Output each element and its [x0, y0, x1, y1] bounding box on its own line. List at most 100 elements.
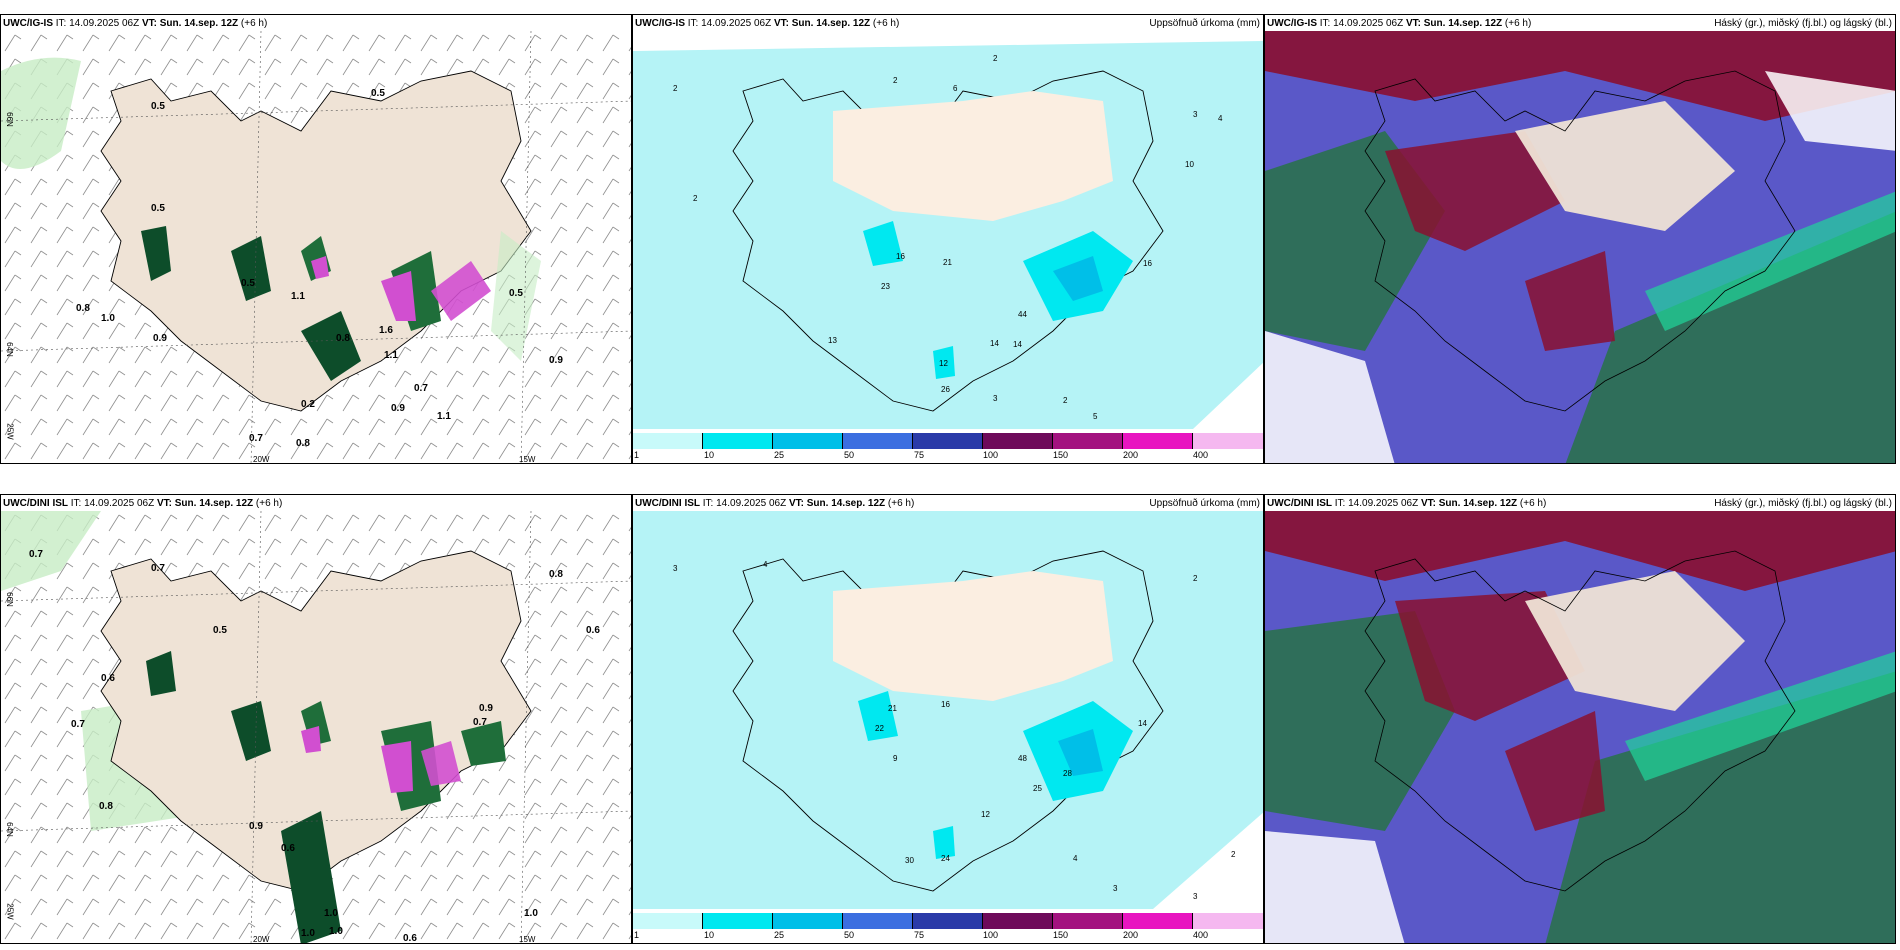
- precip-label: 2: [1231, 850, 1236, 859]
- colorbar-swatch: [1193, 913, 1263, 929]
- panel-title: Uppsöfnuð úrkoma (mm): [1149, 18, 1260, 29]
- precip-label: 14: [1138, 719, 1147, 728]
- panel-top-right-clouds: UWC/IG-IS IT: 14.09.2025 06Z VT: Sun. 14…: [1264, 14, 1896, 464]
- precip-label: 4: [1073, 854, 1078, 863]
- precip-label: 0.7: [71, 719, 85, 730]
- precip-label: 0.8: [99, 801, 113, 812]
- precip-label: 14: [1013, 340, 1022, 349]
- precip-label: 1.1: [384, 350, 398, 361]
- colorbar-swatch: [773, 433, 843, 449]
- precip-label: 44: [1018, 310, 1027, 319]
- colorbar-swatch: [633, 433, 703, 449]
- precip-label: 3: [1193, 892, 1198, 901]
- colorbar-tick: 100: [983, 930, 999, 940]
- accum-precip-map: 2 2 3 2 6 4 2 16 23 21 44 14 16 14 13 12…: [633, 31, 1263, 429]
- colorbar-swatch: [1053, 433, 1123, 449]
- precip-label: 0.9: [549, 355, 563, 366]
- precip-label: 16: [1143, 259, 1152, 268]
- colorbar-tick: 1: [634, 450, 640, 460]
- lon-label: 20W: [253, 935, 270, 944]
- panel-header: UWC/IG-IS IT: 14.09.2025 06Z VT: Sun. 14…: [1267, 18, 1532, 29]
- precip-label: 0.9: [479, 703, 493, 714]
- precip-label: 3: [993, 394, 998, 403]
- panel-top-mid-accum-precip: UWC/IG-IS IT: 14.09.2025 06Z VT: Sun. 14…: [632, 14, 1264, 464]
- colorbar-tick: 50: [844, 930, 855, 940]
- precip-label: 0.9: [153, 333, 167, 344]
- panel-bottom-left-precip-wind: UWC/DINI ISL IT: 14.09.2025 06Z VT: Sun.…: [0, 494, 632, 944]
- precip-label: 23: [881, 282, 890, 291]
- panel-bottom-right-clouds: UWC/DINI ISL IT: 14.09.2025 06Z VT: Sun.…: [1264, 494, 1896, 944]
- lat-label: 66N: [4, 112, 14, 127]
- precip-label: 0.7: [473, 717, 487, 728]
- accum-precip-map: 3 4 2 21 22 16 9 48 25 28 14 12 24 30 2 …: [633, 511, 1263, 909]
- precip-colorbar: [633, 433, 1263, 449]
- colorbar-tick: 400: [1193, 930, 1209, 940]
- precip-label: 0.8: [336, 333, 350, 344]
- colorbar-tick: 75: [914, 930, 925, 940]
- panel-header: UWC/DINI ISL IT: 14.09.2025 06Z VT: Sun.…: [3, 498, 283, 509]
- precip-label: 9: [893, 754, 898, 763]
- panel-bottom-mid-accum-precip: UWC/DINI ISL IT: 14.09.2025 06Z VT: Sun.…: [632, 494, 1264, 944]
- precip-label: 2: [673, 84, 678, 93]
- colorbar-labels: 1 10 25 50 75 100 150 200 400: [633, 930, 1263, 942]
- precip-label: 0.6: [101, 673, 115, 684]
- colorbar-tick: 150: [1053, 930, 1069, 940]
- panel-top-left-precip-wind: UWC/IG-IS IT: 14.09.2025 06Z VT: Sun. 14…: [0, 14, 632, 464]
- colorbar-tick: 10: [704, 450, 715, 460]
- colorbar-swatch: [703, 913, 773, 929]
- panel-header: UWC/IG-IS IT: 14.09.2025 06Z VT: Sun. 14…: [635, 18, 900, 29]
- precip-label: 2: [893, 76, 898, 85]
- precip-label: 0.7: [414, 383, 428, 394]
- colorbar-tick: 400: [1193, 450, 1209, 460]
- precip-label: 0.2: [301, 399, 315, 410]
- panel-header: UWC/DINI ISL IT: 14.09.2025 06Z VT: Sun.…: [635, 498, 915, 509]
- colorbar-tick: 200: [1123, 450, 1139, 460]
- precip-label: 0.7: [29, 549, 43, 560]
- precip-label: 0.9: [249, 821, 263, 832]
- colorbar-swatch: [1053, 913, 1123, 929]
- precip-label: 13: [828, 336, 837, 345]
- precip-label: 3: [1193, 110, 1198, 119]
- lat-label: 64N: [4, 822, 14, 837]
- precip-label: 48: [1018, 754, 1027, 763]
- colorbar-swatch: [843, 433, 913, 449]
- lat-label: 66N: [4, 592, 14, 607]
- colorbar-tick: 100: [983, 450, 999, 460]
- precip-label: 24: [941, 854, 950, 863]
- lon-label: 25W: [5, 423, 15, 440]
- wind-precip-map: 0.5 0.5 0.5 0.8 1.0 0.5 1.1 0.8 1.6 1.1 …: [1, 31, 631, 463]
- precip-label: 0.5: [371, 88, 385, 99]
- precip-label: 1.0: [524, 908, 538, 919]
- precip-label: 3: [673, 564, 678, 573]
- colorbar-swatch: [773, 913, 843, 929]
- colorbar-swatch: [913, 913, 983, 929]
- panel-header: UWC/IG-IS IT: 14.09.2025 06Z VT: Sun. 14…: [3, 18, 268, 29]
- precip-label: 0.5: [241, 278, 255, 289]
- precip-label: 3: [1113, 884, 1118, 893]
- precip-label: 1.1: [437, 411, 451, 422]
- precip-label: 30: [905, 856, 914, 865]
- lat-label: 64N: [4, 342, 14, 357]
- precip-label: 1.0: [301, 928, 315, 939]
- wind-precip-map: 0.7 0.7 0.5 0.6 0.7 0.8 0.9 0.7 0.9 0.6 …: [1, 511, 631, 943]
- precip-label: 0.5: [151, 203, 165, 214]
- lon-label: 25W: [5, 903, 15, 920]
- precip-label: 25: [1033, 784, 1042, 793]
- panel-header: UWC/DINI ISL IT: 14.09.2025 06Z VT: Sun.…: [1267, 498, 1547, 509]
- precip-label: 16: [941, 700, 950, 709]
- colorbar-swatch: [983, 433, 1053, 449]
- lon-label: 20W: [253, 455, 270, 464]
- colorbar-swatch: [1193, 433, 1263, 449]
- precip-label: 0.8: [76, 303, 90, 314]
- colorbar-swatch: [913, 433, 983, 449]
- precip-label: 0.6: [281, 843, 295, 854]
- colorbar-tick: 25: [774, 930, 785, 940]
- colorbar-swatch: [843, 913, 913, 929]
- precip-label: 6: [953, 84, 958, 93]
- colorbar-tick: 10: [704, 930, 715, 940]
- precip-label: 0.5: [213, 625, 227, 636]
- lon-label: 15W: [519, 455, 536, 464]
- precip-label: 5: [1093, 412, 1098, 421]
- colorbar-swatch: [633, 913, 703, 929]
- precip-label: 16: [896, 252, 905, 261]
